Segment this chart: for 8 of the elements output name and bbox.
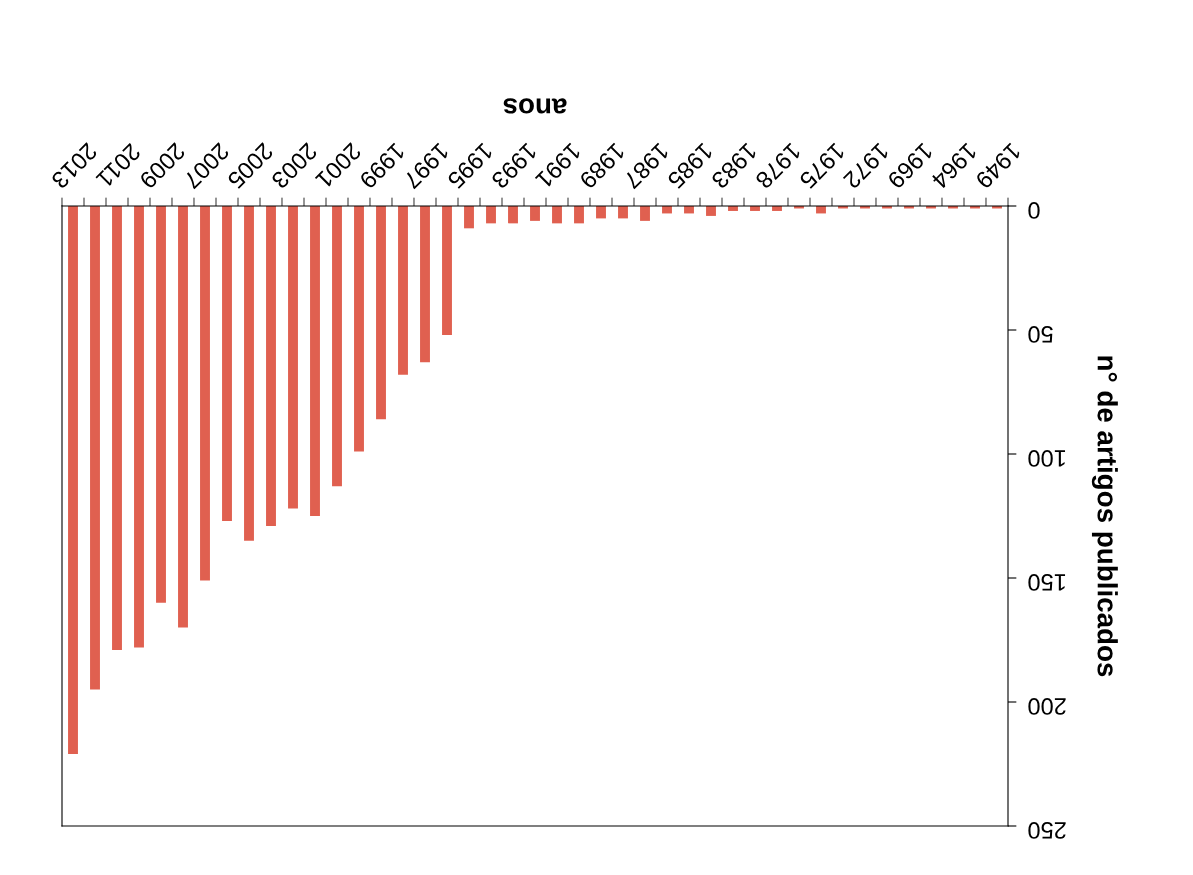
y-tick-label: 50 [1028,326,1053,343]
y-tick-label: 0 [1028,202,1040,219]
y-axis-title: n° de artigos publicados [1091,356,1118,677]
y-tick-label: 200 [1028,698,1066,715]
x-axis-title: anos [503,98,567,114]
y-tick-label: 100 [1028,450,1066,467]
y-tick-label: 250 [1028,822,1066,839]
y-tick-label: 150 [1028,574,1066,591]
